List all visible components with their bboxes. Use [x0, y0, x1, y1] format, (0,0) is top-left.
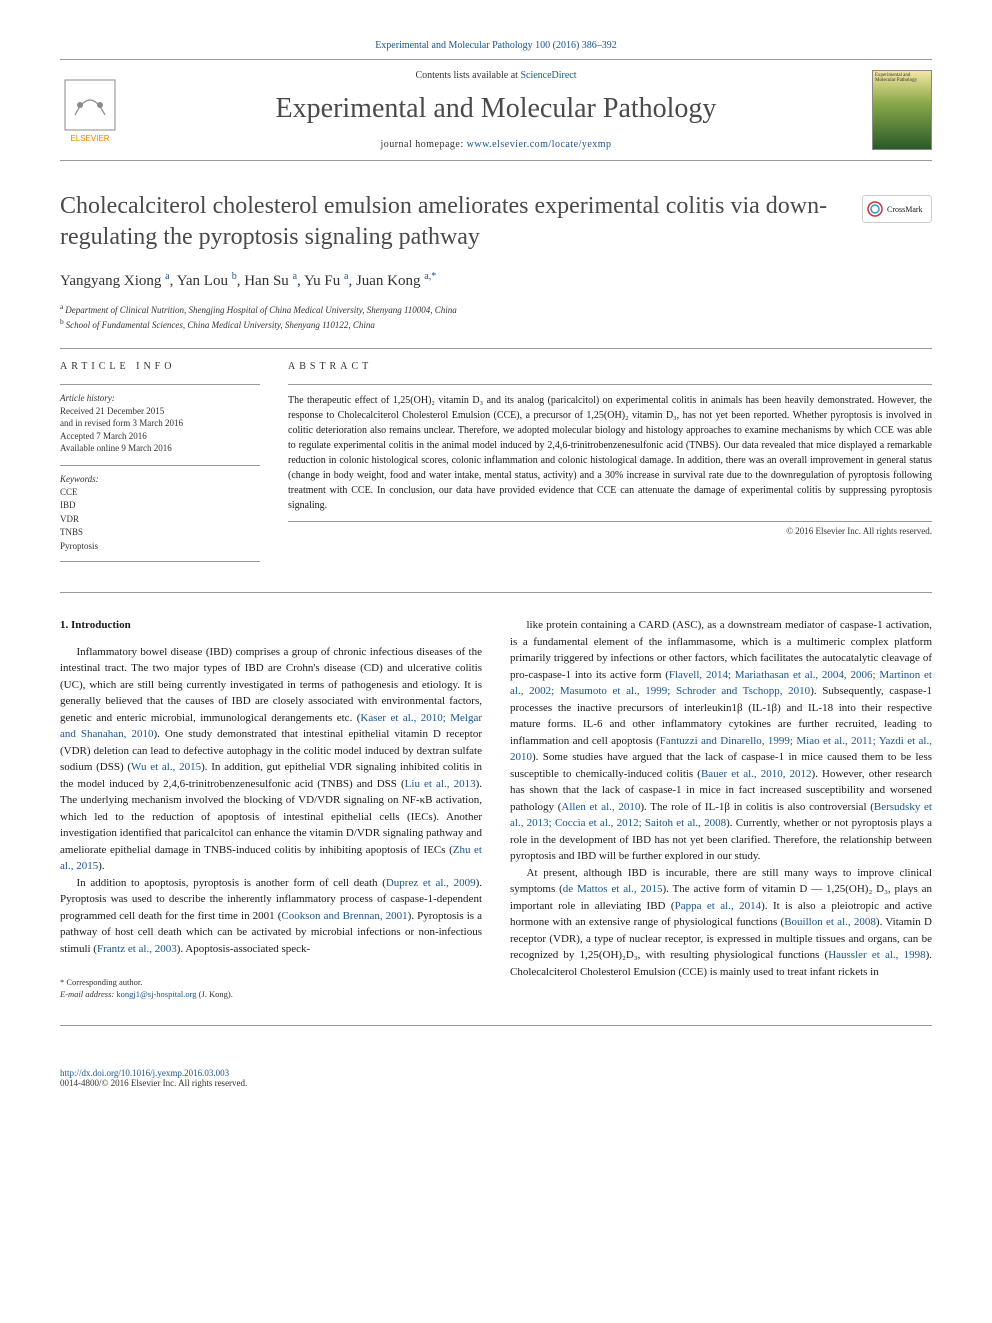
author-aff-sup: a — [344, 271, 348, 282]
affiliations: a Department of Clinical Nutrition, Shen… — [60, 302, 932, 331]
history-lines: Received 21 December 2015and in revised … — [60, 405, 260, 455]
keyword: IBD — [60, 499, 260, 513]
header-center: Contents lists available at ScienceDirec… — [120, 70, 872, 150]
sciencedirect-link[interactable]: ScienceDirect — [520, 70, 576, 81]
citation-link[interactable]: Wu et al., 2015 — [131, 761, 201, 773]
corr-email-suffix: (J. Kong). — [199, 989, 233, 999]
citation-link[interactable]: Haussler et al., 1998 — [828, 949, 925, 961]
left-column: 1. Introduction Inflammatory bowel disea… — [60, 617, 482, 1001]
journal-citation[interactable]: Experimental and Molecular Pathology 100… — [60, 40, 932, 51]
header-bar: ELSEVIER Contents lists available at Sci… — [60, 59, 932, 161]
svg-text:ELSEVIER: ELSEVIER — [70, 134, 109, 143]
author-aff-sup: a — [293, 271, 297, 282]
article-title: Cholecalciterol cholesterol emulsion ame… — [60, 191, 932, 253]
footer-left: http://dx.doi.org/10.1016/j.yexmp.2016.0… — [60, 1032, 247, 1088]
history-line: Available online 9 March 2016 — [60, 442, 260, 455]
corr-email[interactable]: kongj1@sj-hospital.org — [116, 989, 196, 999]
intro-heading: 1. Introduction — [60, 617, 482, 634]
rule — [60, 348, 932, 349]
authors-line: Yangyang Xiong a, Yan Lou b, Han Su a, Y… — [60, 271, 932, 290]
citation-link[interactable]: Bauer et al., 2010, 2012 — [701, 768, 812, 780]
crossmark-icon — [867, 201, 883, 217]
citation-link[interactable]: Flavell, 2014; Mariathasan et al., 2004,… — [510, 669, 932, 698]
citation-link[interactable]: Duprez et al., 2009 — [386, 877, 476, 889]
author: Yan Lou b — [177, 273, 237, 289]
affiliation: b School of Fundamental Sciences, China … — [60, 317, 932, 332]
author: Yu Fu a — [304, 273, 348, 289]
article-info-heading: ARTICLE INFO — [60, 361, 260, 372]
page-footer: http://dx.doi.org/10.1016/j.yexmp.2016.0… — [60, 1025, 932, 1088]
citation-link[interactable]: de Mattos et al., 2015 — [563, 883, 663, 895]
body-paragraph: Inflammatory bowel disease (IBD) compris… — [60, 644, 482, 875]
corr-note: * Corresponding author. — [60, 977, 482, 989]
keyword: Pyroptosis — [60, 540, 260, 554]
citation-link[interactable]: Frantz et al., 2003 — [97, 943, 177, 955]
journal-name: Experimental and Molecular Pathology — [120, 93, 872, 125]
keyword: TNBS — [60, 526, 260, 540]
keyword: VDR — [60, 513, 260, 527]
info-abstract-row: ARTICLE INFO Article history: Received 2… — [60, 361, 932, 573]
body-paragraph: like protein containing a CARD (ASC), as… — [510, 617, 932, 865]
corr-email-label: E-mail address: — [60, 989, 114, 999]
citation-link[interactable]: Cookson and Brennan, 2001 — [281, 910, 407, 922]
abstract-text: The therapeutic effect of 1,25(OH)₂ vita… — [288, 384, 932, 522]
abstract-copyright: © 2016 Elsevier Inc. All rights reserved… — [288, 526, 932, 536]
author: Han Su a — [244, 273, 297, 289]
right-col-content: like protein containing a CARD (ASC), as… — [510, 617, 932, 980]
keyword: CCE — [60, 486, 260, 500]
corresponding-author: * Corresponding author. E-mail address: … — [60, 977, 482, 1001]
citation-link[interactable]: Bouillon et al., 2008 — [784, 916, 876, 928]
body-columns: 1. Introduction Inflammatory bowel disea… — [60, 617, 932, 1001]
citation-link[interactable]: Kaser et al., 2010; Melgar and Shanahan,… — [60, 712, 482, 741]
crossmark-label: CrossMark — [887, 205, 923, 214]
corr-email-line: E-mail address: kongj1@sj-hospital.org (… — [60, 989, 482, 1001]
body-paragraph: In addition to apoptosis, pyroptosis is … — [60, 875, 482, 958]
citation-link[interactable]: Fantuzzi and Dinarello, 1999; Miao et al… — [510, 735, 932, 764]
history-line: Received 21 December 2015 — [60, 405, 260, 418]
citation-link[interactable]: Zhu et al., 2015 — [60, 844, 482, 873]
keywords-list: CCEIBDVDRTNBSPyroptosis — [60, 486, 260, 563]
citation-link[interactable]: Allen et al., 2010 — [561, 801, 640, 813]
author-aff-sup: b — [232, 271, 237, 282]
issn-line: 0014-4800/© 2016 Elsevier Inc. All right… — [60, 1078, 247, 1088]
cover-text: Experimental and Molecular Pathology — [875, 73, 917, 83]
author: Yangyang Xiong a — [60, 273, 170, 289]
left-col-content: Inflammatory bowel disease (IBD) compris… — [60, 644, 482, 958]
abstract-column: ABSTRACT The therapeutic effect of 1,25(… — [288, 361, 932, 573]
author: Juan Kong a,* — [356, 273, 436, 289]
journal-cover-thumb: Experimental and Molecular Pathology — [872, 70, 932, 150]
author-aff-sup: a,* — [424, 271, 436, 282]
page-container: Experimental and Molecular Pathology 100… — [0, 0, 992, 1128]
history-line: Accepted 7 March 2016 — [60, 430, 260, 443]
contents-prefix: Contents lists available at — [415, 70, 520, 81]
body-paragraph: At present, although IBD is incurable, t… — [510, 865, 932, 981]
keywords-label: Keywords: — [60, 465, 260, 484]
citation-link[interactable]: Liu et al., 2013 — [405, 778, 476, 790]
rule — [60, 592, 932, 593]
author-aff-sup: a — [165, 271, 169, 282]
doi-link[interactable]: http://dx.doi.org/10.1016/j.yexmp.2016.0… — [60, 1068, 247, 1078]
abstract-heading: ABSTRACT — [288, 361, 932, 372]
history-label: Article history: — [60, 384, 260, 403]
crossmark-badge[interactable]: CrossMark — [862, 195, 932, 223]
homepage-prefix: journal homepage: — [380, 139, 466, 150]
elsevier-logo: ELSEVIER — [60, 75, 120, 145]
homepage-link[interactable]: www.elsevier.com/locate/yexmp — [467, 139, 612, 150]
journal-homepage: journal homepage: www.elsevier.com/locat… — [120, 139, 872, 150]
history-line: and in revised form 3 March 2016 — [60, 417, 260, 430]
keywords-block: Keywords: CCEIBDVDRTNBSPyroptosis — [60, 465, 260, 563]
contents-available: Contents lists available at ScienceDirec… — [120, 70, 872, 81]
article-info: ARTICLE INFO Article history: Received 2… — [60, 361, 260, 573]
citation-link[interactable]: Pappa et al., 2014 — [675, 900, 762, 912]
history-block: Article history: Received 21 December 20… — [60, 384, 260, 455]
affiliation: a Department of Clinical Nutrition, Shen… — [60, 302, 932, 317]
right-column: like protein containing a CARD (ASC), as… — [510, 617, 932, 1001]
